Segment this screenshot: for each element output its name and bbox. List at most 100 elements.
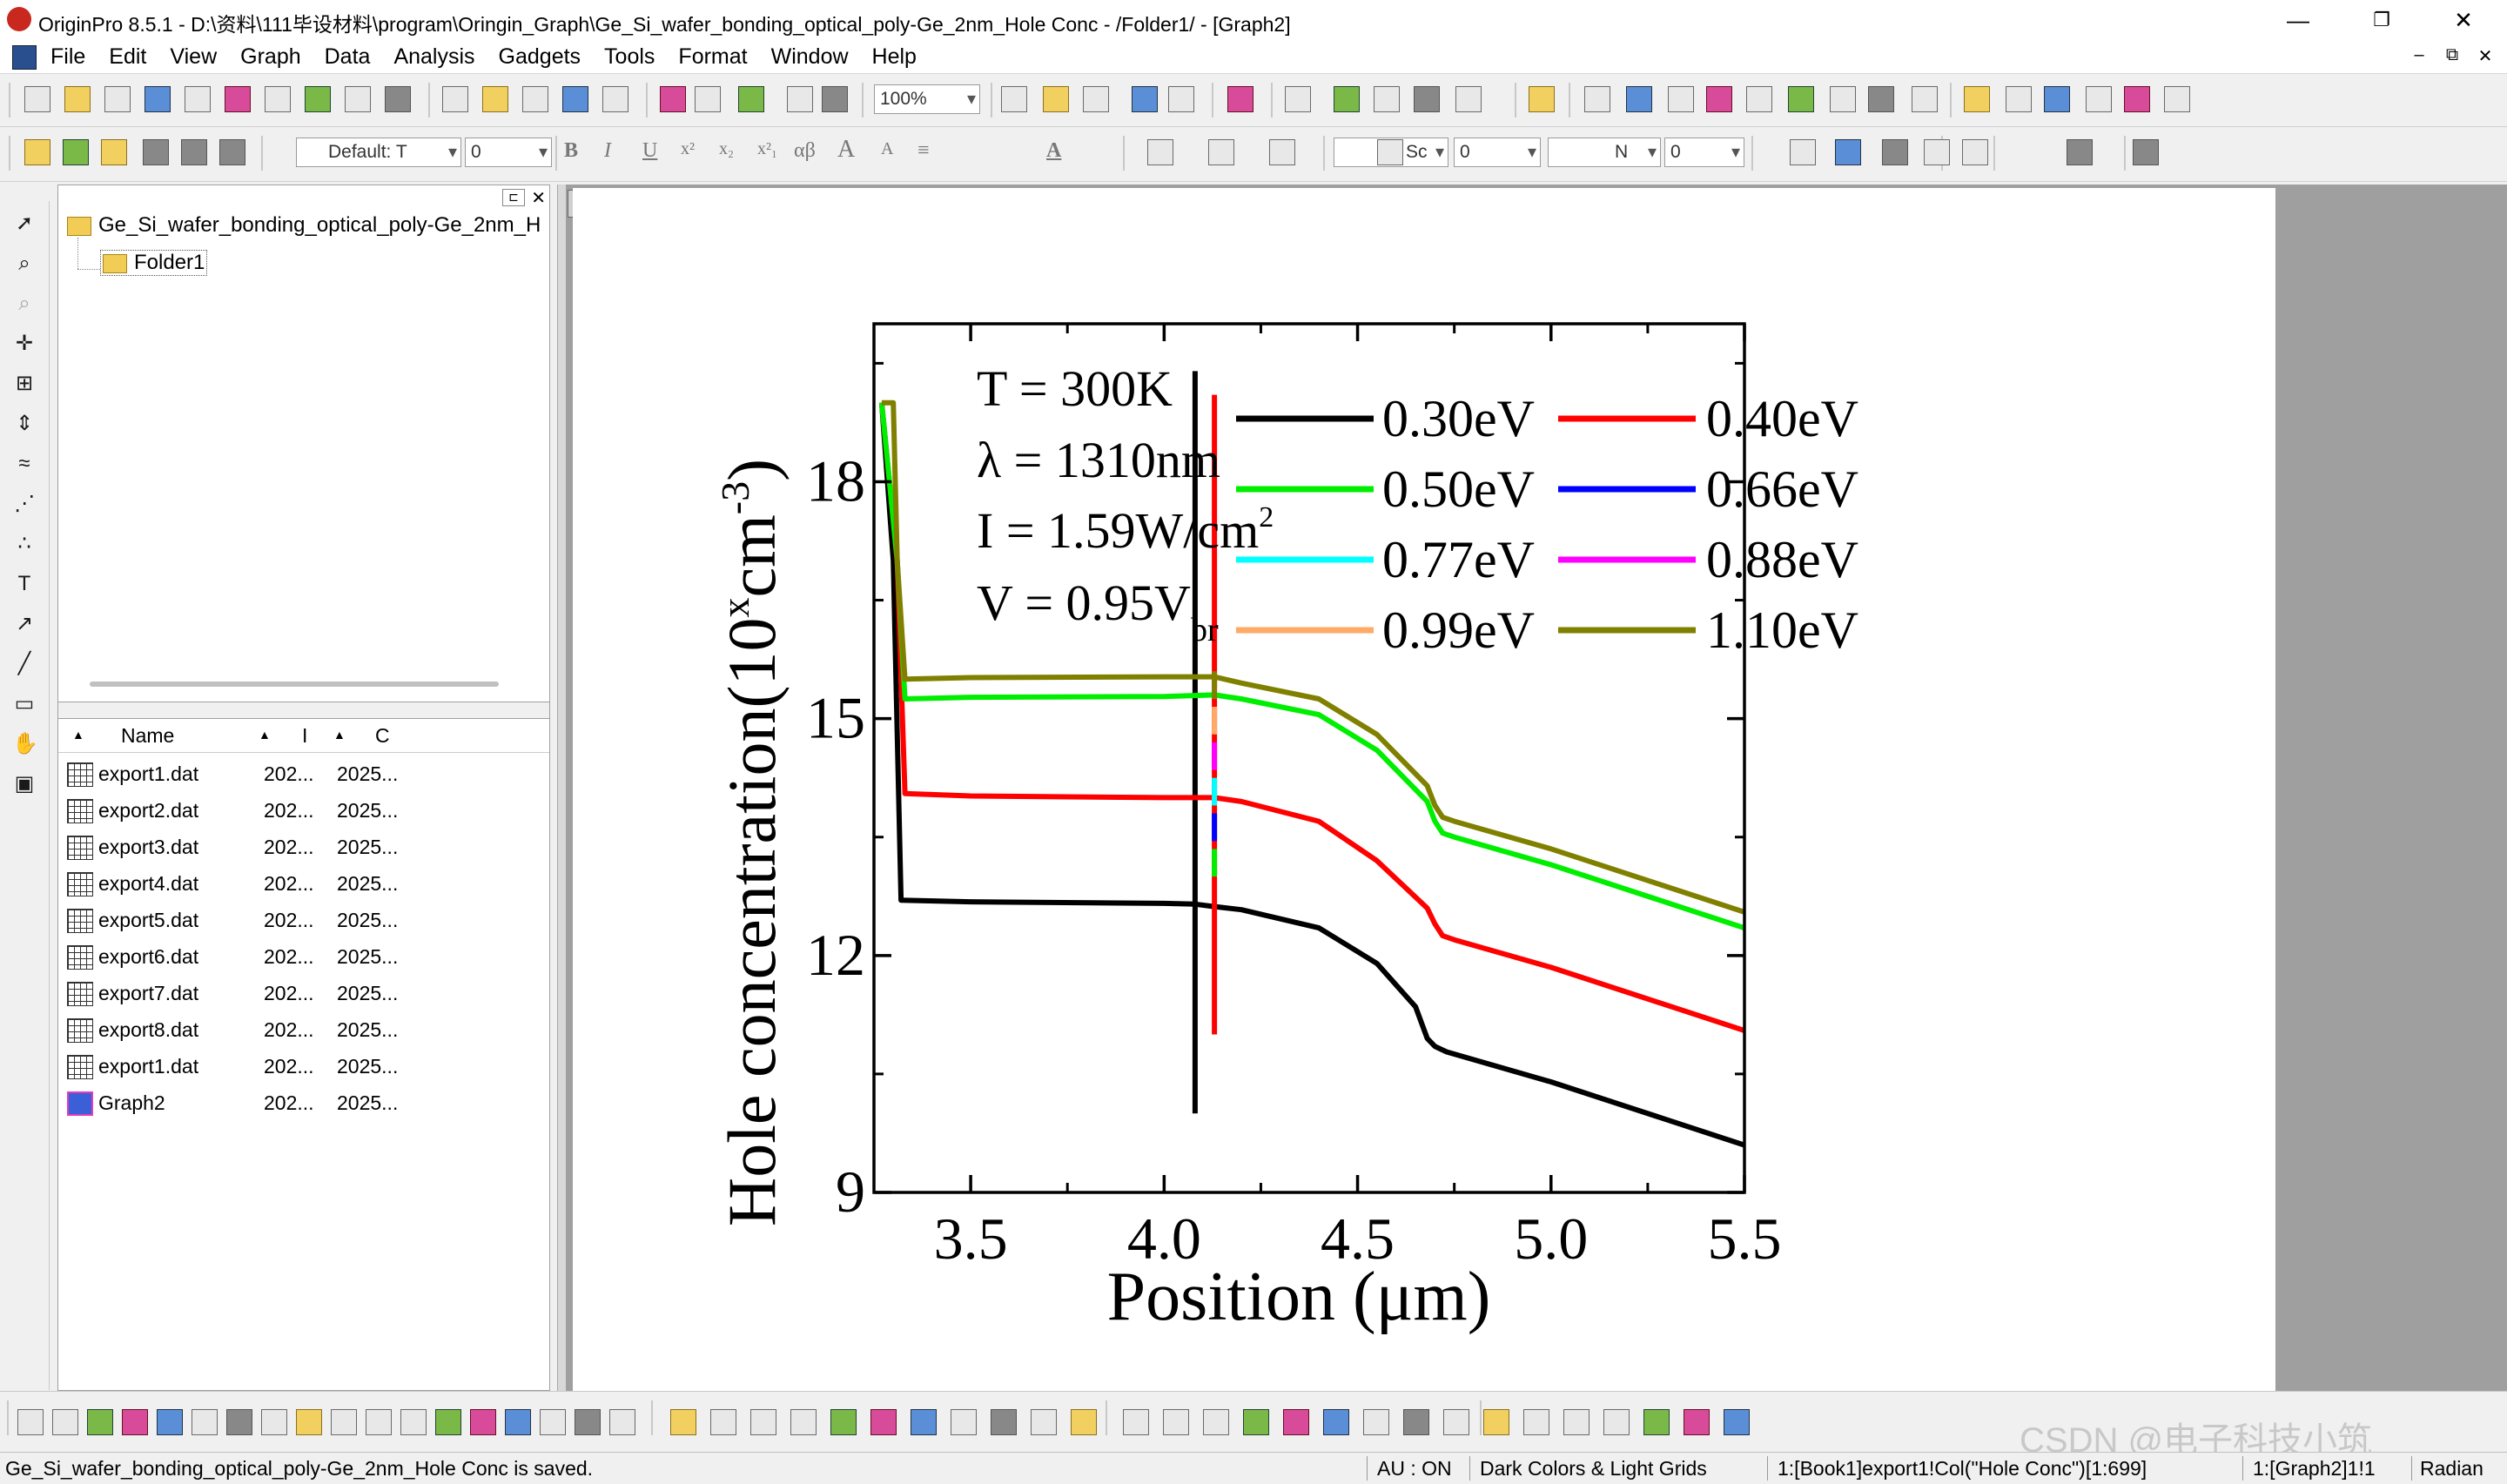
bottom-button-16-icon[interactable] (540, 1409, 566, 1435)
toolbar1-button-35-icon[interactable] (1668, 86, 1694, 112)
explorer-pin-icon[interactable]: ⊏ (502, 189, 525, 206)
bottom-button-29-icon[interactable] (1071, 1409, 1097, 1435)
bottom-button-25-icon[interactable] (911, 1409, 937, 1435)
bottom-button-10-icon[interactable] (331, 1409, 357, 1435)
toolbar1-button-2-icon[interactable] (64, 86, 91, 112)
toolbar1-button-37-icon[interactable] (1746, 86, 1772, 112)
menu-window[interactable]: Window (770, 44, 849, 69)
graph-page[interactable]: 3.5 4.0 4.5 5.0 5.5 9 12 15 18 0.30eV 0.40eV 0.50e… (573, 188, 2275, 1391)
minimize-button[interactable]: — (2287, 7, 2309, 33)
toolbar1-button-24-icon[interactable] (1132, 86, 1158, 112)
toolbar1-button-14-icon[interactable] (562, 86, 588, 112)
line-width-combo[interactable]: 0 (1454, 138, 1541, 167)
bottom-button-40-icon[interactable] (1523, 1409, 1549, 1435)
toolbar1-button-47-icon[interactable] (2164, 86, 2190, 112)
toolbar1-button-40-icon[interactable] (1868, 86, 1894, 112)
toolbar1-button-3-icon[interactable] (104, 86, 131, 112)
toolbar1-button-44-icon[interactable] (2044, 86, 2070, 112)
menu-tools[interactable]: Tools (604, 44, 655, 69)
increase-font-button[interactable]: A (837, 136, 856, 163)
bottom-button-39-icon[interactable] (1483, 1409, 1509, 1435)
list-item[interactable]: export7.dat 202... 2025... (67, 977, 537, 1013)
document-icon[interactable] (12, 45, 37, 70)
toolbar2-button-3-icon[interactable] (101, 139, 127, 165)
bottom-button-2-icon[interactable] (52, 1409, 78, 1435)
bottom-button-20-icon[interactable] (710, 1409, 736, 1435)
bottom-button-33-icon[interactable] (1243, 1409, 1269, 1435)
zoom-combo[interactable]: 100% (874, 84, 980, 114)
sup-sub-button[interactable]: x²₁ (757, 139, 777, 158)
hole-concentration-chart[interactable]: 3.5 4.0 4.5 5.0 5.5 9 12 15 18 0.30eV 0.40eV 0.50e… (573, 188, 2275, 1391)
column-created[interactable]: C (375, 724, 390, 747)
toolbar1-button-7-icon[interactable] (265, 86, 291, 112)
bottom-button-13-icon[interactable] (435, 1409, 461, 1435)
toolbar2-extra-6-icon[interactable] (2067, 139, 2093, 165)
menu-gadgets[interactable]: Gadgets (498, 44, 581, 69)
list-item[interactable]: export6.dat 202... 2025... (67, 940, 537, 977)
toolbar1-button-17-icon[interactable] (695, 86, 721, 112)
toolbar1-button-33-icon[interactable] (1584, 86, 1610, 112)
explorer-close-icon[interactable]: ✕ (531, 189, 546, 208)
draw-data-icon[interactable]: ⋰ (14, 492, 35, 515)
toolbar1-button-11-icon[interactable] (442, 86, 468, 112)
region-icon[interactable]: ∴ (17, 532, 31, 555)
toolbar1-button-31-icon[interactable] (1455, 86, 1482, 112)
toolbar1-button-6-icon[interactable] (225, 86, 251, 112)
toolbar1-button-43-icon[interactable] (2006, 86, 2032, 112)
toolbar2-button-7-icon[interactable] (1147, 139, 1173, 165)
toolbar2-extra-5-icon[interactable] (1962, 139, 1988, 165)
subscript-button[interactable]: x₂ (719, 139, 734, 158)
explorer-splitter[interactable] (58, 702, 549, 719)
zoom-in-icon[interactable]: ⌕ (18, 252, 30, 275)
bottom-button-32-icon[interactable] (1203, 1409, 1229, 1435)
toolbar2-extra-2-icon[interactable] (1835, 139, 1861, 165)
mdi-close-button[interactable]: ✕ (2477, 47, 2493, 66)
toolbar1-button-32-icon[interactable] (1529, 86, 1555, 112)
bottom-button-28-icon[interactable] (1031, 1409, 1057, 1435)
bottom-button-6-icon[interactable] (192, 1409, 218, 1435)
line-tool-icon[interactable]: ╱ (17, 652, 31, 675)
mdi-restore-button[interactable]: ⧉ (2445, 45, 2459, 64)
toolbar1-button-39-icon[interactable] (1830, 86, 1856, 112)
project-root-node[interactable]: Ge_Si_wafer_bonding_optical_poly-Ge_2nm_… (67, 213, 541, 238)
mdi-minimize-button[interactable]: – (2414, 45, 2424, 64)
hand-icon[interactable]: ✋ (12, 732, 38, 755)
bottom-button-43-icon[interactable] (1643, 1409, 1670, 1435)
toolbar2-button-6-icon[interactable] (219, 139, 245, 165)
bottom-button-4-icon[interactable] (122, 1409, 148, 1435)
list-item[interactable]: export8.dat 202... 2025... (67, 1013, 537, 1050)
toolbar2-button-5-icon[interactable] (181, 139, 207, 165)
list-item[interactable]: export5.dat 202... 2025... (67, 903, 537, 940)
menu-format[interactable]: Format (678, 44, 748, 69)
bottom-button-18-icon[interactable] (609, 1409, 635, 1435)
underline-button[interactable]: U (642, 139, 658, 162)
toolbar1-button-38-icon[interactable] (1788, 86, 1814, 112)
origin-app-icon[interactable] (7, 7, 31, 31)
align-button[interactable]: ≡ (917, 139, 930, 162)
list-item[interactable]: export2.dat 202... 2025... (67, 794, 537, 830)
greek-button[interactable]: αβ (794, 139, 816, 162)
bottom-button-44-icon[interactable] (1684, 1409, 1710, 1435)
superscript-button[interactable]: x² (681, 139, 695, 158)
bottom-button-21-icon[interactable] (750, 1409, 776, 1435)
zoom-out-icon[interactable]: ⌕ (18, 292, 30, 315)
bottom-button-3-icon[interactable] (87, 1409, 113, 1435)
toolbar1-button-15-icon[interactable] (602, 86, 628, 112)
menu-data[interactable]: Data (324, 44, 371, 69)
bottom-button-19-icon[interactable] (670, 1409, 696, 1435)
data-reader-icon[interactable]: ⊞ (15, 372, 34, 395)
toolbar1-button-10-icon[interactable] (385, 86, 411, 112)
toolbar1-button-22-icon[interactable] (1043, 86, 1069, 112)
bottom-button-35-icon[interactable] (1323, 1409, 1349, 1435)
bottom-button-11-icon[interactable] (366, 1409, 392, 1435)
italic-button[interactable]: I (604, 139, 611, 162)
toolbar2-extra-4-icon[interactable] (1924, 139, 1950, 165)
list-item[interactable]: export3.dat 202... 2025... (67, 830, 537, 867)
toolbar2-button-10-icon[interactable] (1377, 139, 1403, 165)
toolbar1-button-34-icon[interactable] (1626, 86, 1652, 112)
bottom-button-42-icon[interactable] (1603, 1409, 1630, 1435)
decrease-font-button[interactable]: A (881, 139, 894, 158)
toolbar2-extra-1-icon[interactable] (1790, 139, 1816, 165)
toolbar1-button-42-icon[interactable] (1964, 86, 1990, 112)
close-button[interactable]: ✕ (2454, 7, 2473, 33)
